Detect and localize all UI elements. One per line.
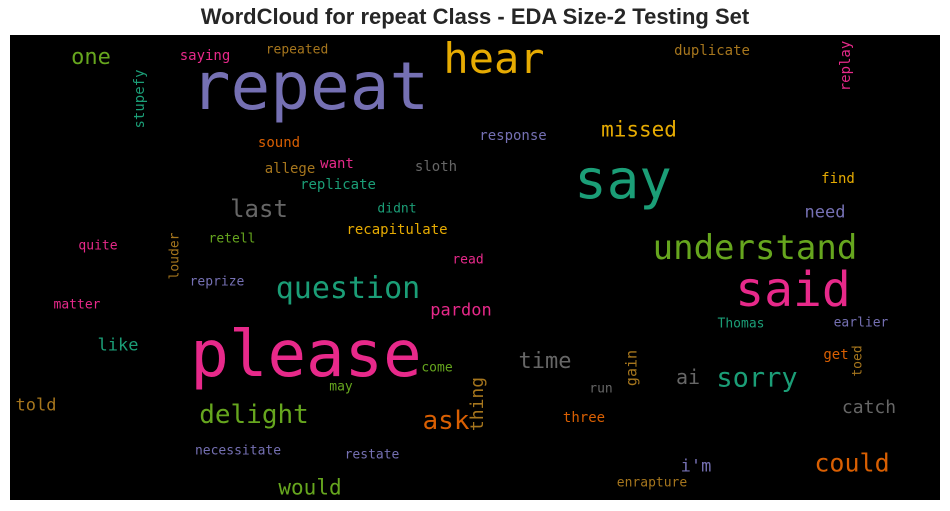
word-enrapture: enrapture <box>616 475 688 491</box>
chart-title: WordCloud for repeat Class - EDA Size-2 … <box>200 4 750 29</box>
word-ai: ai <box>675 365 701 389</box>
word-question: question <box>275 271 421 306</box>
word-like: like <box>97 335 139 356</box>
word-restate: restate <box>344 447 400 463</box>
word-sound: sound <box>257 135 301 151</box>
word-recapitulate: recapitulate <box>346 222 448 238</box>
word-run: run <box>589 381 613 397</box>
word-pardon: pardon <box>430 300 492 321</box>
word-gain: gain <box>622 349 641 387</box>
word-delight: delight <box>199 400 309 430</box>
word-would: would <box>278 475 342 500</box>
word-necessitate: necessitate <box>194 443 282 459</box>
word-please: please <box>190 318 422 392</box>
word-thomas: Thomas <box>717 316 765 332</box>
word-understand: understand <box>652 228 858 268</box>
word-ask: ask <box>422 406 470 436</box>
word-sloth: sloth <box>414 159 458 175</box>
wordcloud-canvas: repeat please say said hear understand questio… <box>10 35 940 500</box>
word-want: want <box>320 156 354 172</box>
word-sorry: sorry <box>716 362 798 394</box>
word-quite: quite <box>78 238 118 254</box>
word-repeat: repeat <box>190 48 430 125</box>
word-duplicate: duplicate <box>674 43 750 59</box>
word-say: say <box>574 148 672 211</box>
word-hear: hear <box>443 35 545 83</box>
word-thing: thing <box>467 376 488 432</box>
word-one: one <box>71 45 111 70</box>
word-allege: allege <box>264 161 316 177</box>
word-reprize: reprize <box>189 274 245 290</box>
word-stupefy: stupefy <box>132 69 148 129</box>
word-saying: saying <box>179 48 231 64</box>
word-toed: toed <box>850 345 866 377</box>
word-response: response <box>479 128 547 144</box>
word-need: need <box>804 202 846 223</box>
word-three: three <box>562 410 606 426</box>
word-replicate: replicate <box>300 177 376 193</box>
word-get: get <box>823 347 849 363</box>
word-repeated: repeated <box>265 42 329 58</box>
word-come: come <box>421 360 453 376</box>
word-earlier: earlier <box>833 315 889 331</box>
word-last: last <box>230 195 288 223</box>
word-matter: matter <box>53 297 101 313</box>
word-replay: replay <box>838 40 854 92</box>
word-missed: missed <box>601 117 677 142</box>
word-said: said <box>735 262 851 318</box>
word-read: read <box>452 252 484 268</box>
word-catch: catch <box>841 397 897 418</box>
word-didnt: didnt <box>377 201 417 217</box>
word-told: told <box>15 395 57 416</box>
word-louder: louder <box>167 232 183 280</box>
word-may: may <box>329 379 353 395</box>
word-retell: retell <box>208 231 256 247</box>
word-could: could <box>814 448 890 478</box>
word-i-m: i'm <box>680 456 712 477</box>
word-find: find <box>821 171 855 187</box>
word-time: time <box>518 349 572 374</box>
